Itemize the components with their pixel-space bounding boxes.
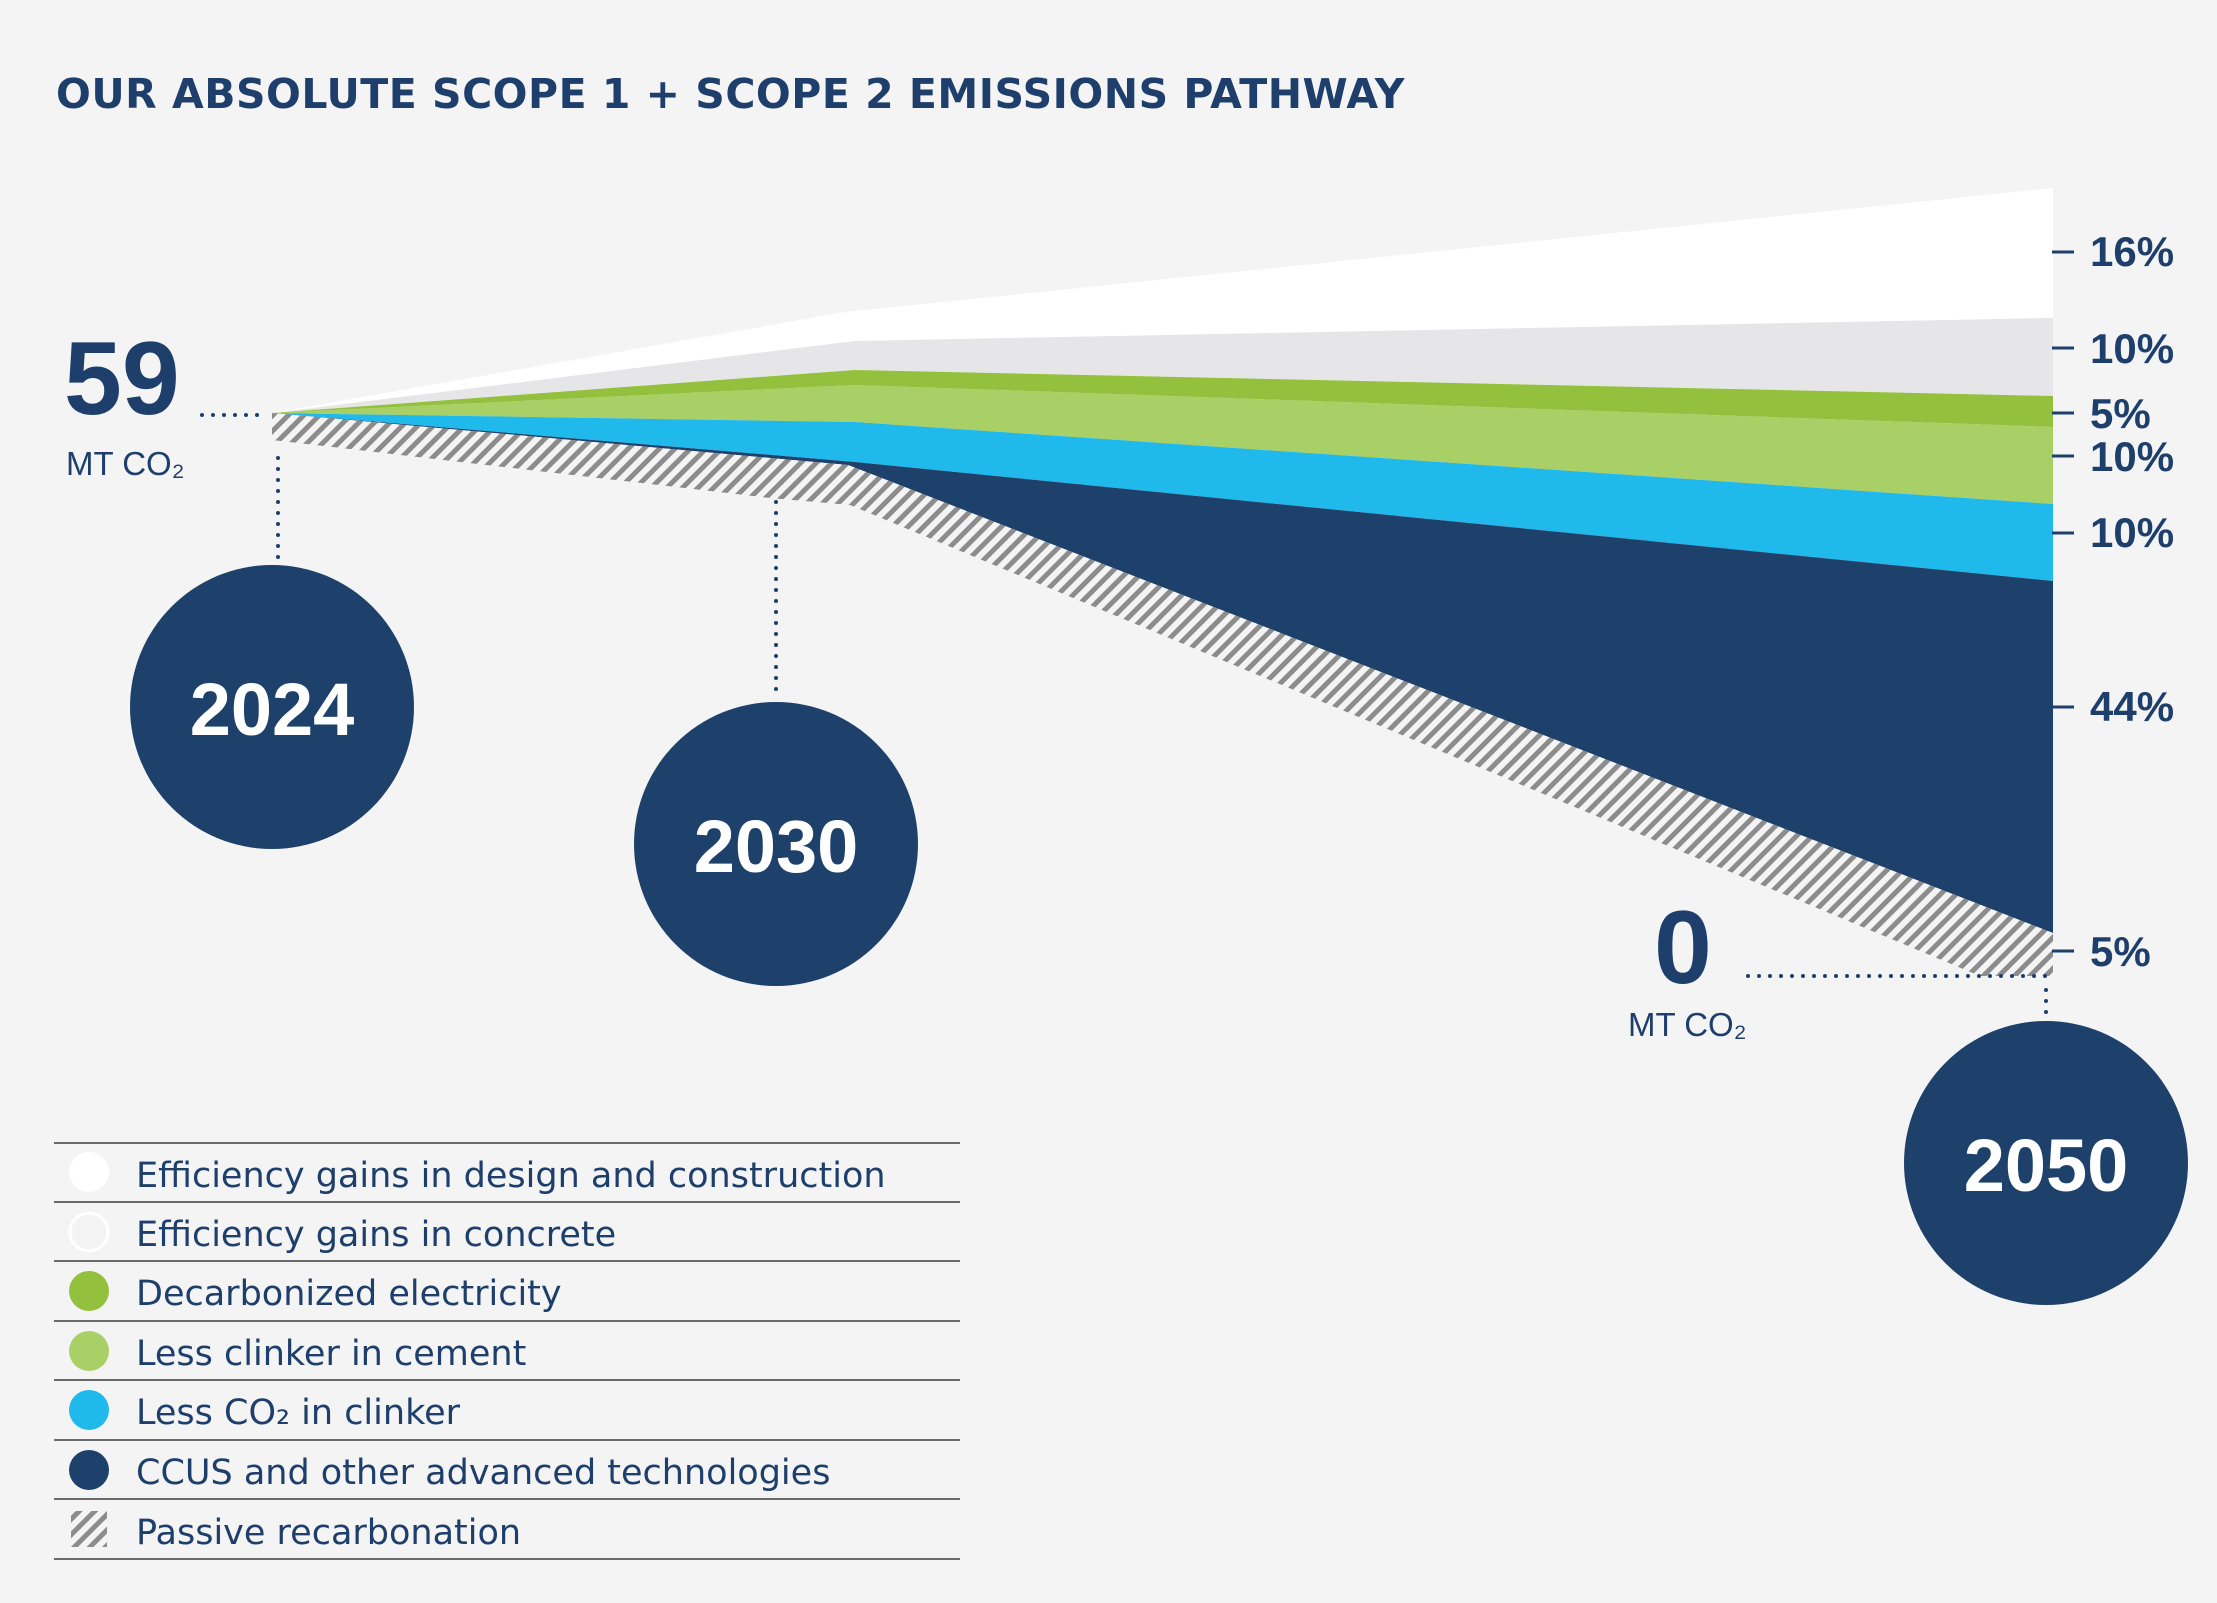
- legend-label-concrete: Efficiency gains in concrete: [136, 1215, 616, 1255]
- band-efficiency-design: [272, 188, 2053, 413]
- legend-item-recarbonation: Passive recarbonation: [54, 1511, 960, 1560]
- legend-item-ccus: CCUS and other advanced technologies: [54, 1450, 960, 1500]
- legend-label-co2-clinker: Less CO₂ in clinker: [136, 1393, 461, 1433]
- year-label-2050: 2050: [1964, 1124, 2129, 1207]
- percentage-labels: 16% 10% 5% 10% 10% 44% 5%: [2052, 228, 2174, 975]
- legend: Efficiency gains in design and construct…: [54, 1142, 960, 1560]
- area-bands: [272, 188, 2053, 976]
- legend-item-clinker: Less clinker in cement: [54, 1331, 960, 1381]
- legend-label-ccus: CCUS and other advanced technologies: [136, 1453, 830, 1493]
- legend-label-clinker: Less clinker in cement: [136, 1334, 526, 1374]
- year-label-2024: 2024: [190, 668, 355, 751]
- legend-item-electricity: Decarbonized electricity: [54, 1271, 960, 1322]
- band-decarbonized-electricity: [272, 370, 2053, 427]
- start-unit: MT CO₂: [66, 445, 185, 482]
- pct-label-clinker: 10%: [2090, 433, 2174, 480]
- legend-swatch-co2-clinker: [69, 1390, 109, 1430]
- band-efficiency-concrete: [272, 318, 2053, 413]
- legend-swatch-recarbonation: [71, 1511, 107, 1547]
- year-marker-2024: 2024: [130, 565, 414, 849]
- legend-swatch-concrete: [68, 1211, 110, 1253]
- end-unit: MT CO₂: [1628, 1006, 1747, 1043]
- pct-label-ccus: 44%: [2090, 683, 2174, 730]
- legend-swatch-clinker: [69, 1331, 109, 1371]
- pct-label-recarbonation: 5%: [2090, 928, 2151, 975]
- pct-label-electricity: 5%: [2090, 390, 2151, 437]
- pct-label-concrete: 10%: [2090, 325, 2174, 372]
- legend-item-design: Efficiency gains in design and construct…: [54, 1152, 960, 1203]
- legend-swatch-electricity: [69, 1271, 109, 1311]
- legend-label-electricity: Decarbonized electricity: [136, 1274, 562, 1314]
- legend-swatch-design: [69, 1152, 109, 1192]
- legend-item-concrete: Efficiency gains in concrete: [54, 1211, 960, 1262]
- band-ccus: [272, 413, 2053, 933]
- year-marker-2050: 2050: [1904, 1021, 2188, 1305]
- pct-label-co2-clinker: 10%: [2090, 509, 2174, 556]
- legend-label-recarbonation: Passive recarbonation: [136, 1513, 521, 1553]
- legend-item-co2-clinker: Less CO₂ in clinker: [54, 1390, 960, 1441]
- chart-title: OUR ABSOLUTE SCOPE 1 + SCOPE 2 EMISSIONS…: [56, 70, 1406, 118]
- band-passive-recarbonation: [272, 413, 2053, 976]
- legend-swatch-ccus: [69, 1450, 109, 1490]
- start-value: 59: [64, 321, 180, 437]
- pct-label-design: 16%: [2090, 228, 2174, 275]
- legend-label-design: Efficiency gains in design and construct…: [136, 1156, 886, 1196]
- end-value: 0: [1654, 890, 1712, 1006]
- band-less-clinker: [272, 385, 2053, 504]
- band-less-co2-clinker: [272, 413, 2053, 581]
- year-label-2030: 2030: [694, 805, 859, 888]
- year-marker-2030: 2030: [634, 702, 918, 986]
